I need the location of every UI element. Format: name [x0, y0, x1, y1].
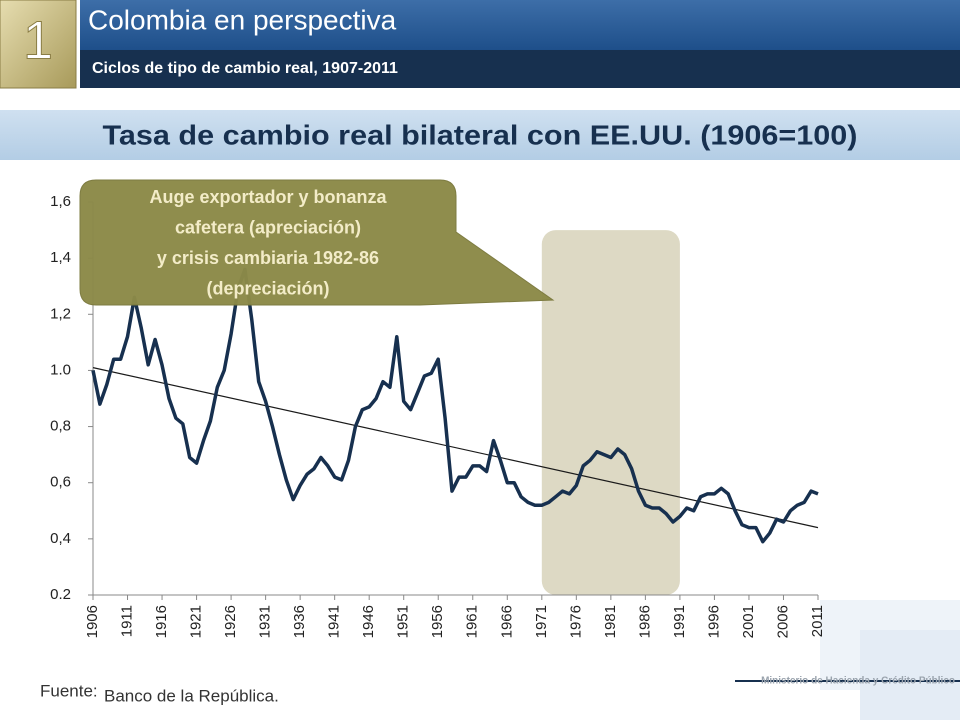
x-tick-label: 1931 — [257, 605, 274, 638]
callout — [79, 179, 555, 306]
annotation-line: Auge exportador y bonanza — [149, 187, 387, 207]
x-tick-label: 1991 — [671, 605, 688, 638]
header-title: Colombia en perspectiva — [88, 4, 397, 35]
x-tick-label: 1946 — [360, 605, 377, 638]
x-tick-label: 1986 — [636, 605, 653, 638]
ministry: Ministerio de Hacienda y Crédito Público — [761, 676, 955, 687]
bg-deco — [860, 630, 960, 720]
chart-title-band — [0, 110, 960, 160]
y-tick-label: 1.0 — [50, 361, 71, 378]
annotation-line: cafetera (apreciación) — [175, 217, 361, 237]
y-tick-label: 0,8 — [50, 418, 71, 435]
annotation-line: (depreciación) — [206, 278, 329, 298]
x-tick-label: 1941 — [326, 605, 343, 638]
x-tick-label: 1911 — [118, 605, 135, 637]
x-tick-label: 2006 — [774, 605, 791, 638]
header-subtitle: Ciclos de tipo de cambio real, 1907-2011 — [92, 60, 398, 77]
y-tick-label: 0,4 — [50, 530, 71, 547]
number-box — [0, 0, 77, 89]
source: Banco de la República. — [104, 686, 279, 705]
x-tick-label: 1936 — [291, 605, 308, 638]
x-tick-label: 1981 — [602, 605, 619, 638]
y-tick-label: 0,6 — [50, 474, 71, 491]
annotation-line: y crisis cambiaria 1982-86 — [157, 248, 379, 268]
x-tick-label: 1971 — [533, 605, 550, 638]
x-tick-label: 1921 — [188, 605, 205, 638]
x-tick-label: 1976 — [567, 605, 584, 638]
title-bar — [80, 0, 960, 50]
x-tick-label: 1961 — [464, 605, 481, 638]
x-tick-label: 2001 — [740, 605, 757, 638]
y-tick-label: 1,4 — [50, 249, 71, 266]
y-tick-label: 1,6 — [50, 193, 71, 210]
x-tick-label: 1906 — [84, 605, 101, 638]
section-number: 1 — [23, 10, 53, 70]
x-tick-label: 1926 — [222, 605, 239, 638]
plot: 0.2 0,4 0,6 0,8 1.0 1,2 1,4 1,6 1906 1911 1916 1921… — [50, 179, 826, 638]
y-tick-label: 1,2 — [50, 305, 71, 322]
x-tick-label: 2011 — [809, 605, 826, 637]
subtitle-bar — [80, 50, 960, 88]
series-line — [91, 267, 819, 544]
source-label: Fuente: — [40, 681, 98, 700]
highlight-band — [541, 230, 680, 596]
x-tick-label: 1916 — [153, 605, 170, 638]
x-tick-label: 1956 — [429, 605, 446, 638]
x-tick-label: 1996 — [705, 605, 722, 638]
x-tick-label: 1951 — [395, 605, 412, 638]
chart-title: Tasa de cambio real bilateral con EE.UU.… — [103, 119, 858, 150]
y-tick-label: 0.2 — [50, 586, 71, 603]
x-tick-label: 1966 — [498, 605, 515, 638]
